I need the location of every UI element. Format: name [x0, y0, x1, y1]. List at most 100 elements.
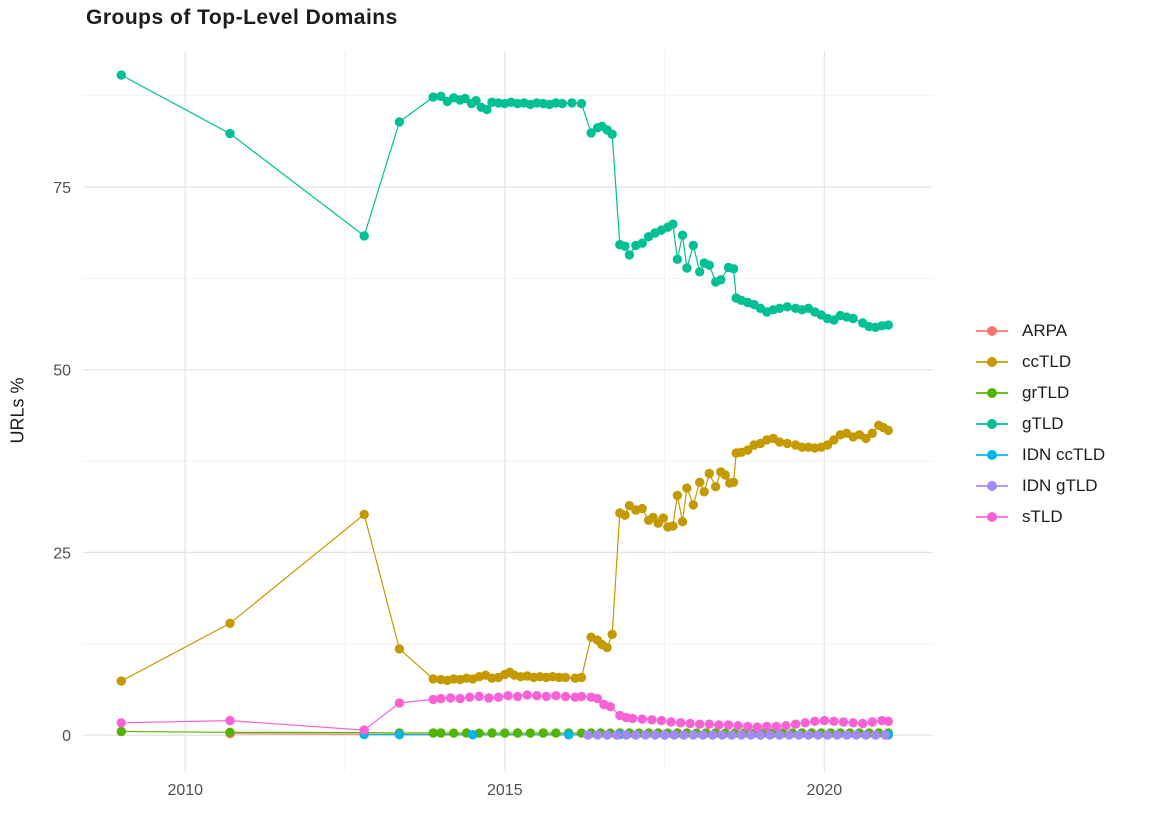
legend-marker-idn-gtld-icon [976, 479, 1008, 493]
data-point-idn-gtld [736, 730, 746, 740]
data-point-stld [883, 716, 893, 726]
data-point-stld [503, 691, 513, 701]
data-point-idn-gtld [822, 730, 833, 740]
x-tick-label-2010: 2010 [167, 782, 203, 799]
y-axis-title: URLs % [7, 377, 28, 444]
data-point-grtld [116, 726, 127, 737]
data-point-cctld [672, 490, 683, 501]
data-point-idn-gtld [602, 730, 612, 740]
data-point-idn-gtld [727, 730, 737, 740]
data-point-stld [743, 721, 753, 732]
data-point-stld [560, 691, 571, 702]
data-point-stld [445, 693, 456, 703]
data-point-gtld [620, 241, 630, 251]
data-point-cctld [774, 437, 785, 447]
legend-label: IDN gTLD [1022, 476, 1098, 495]
data-point-cctld [704, 468, 714, 479]
data-point-stld [695, 719, 705, 729]
data-point-cctld [394, 644, 405, 654]
data-point-cctld [602, 642, 612, 653]
data-point-gtld [482, 104, 492, 115]
data-point-idn-cctld [394, 730, 405, 740]
data-point-stld [465, 692, 475, 702]
data-point-stld [605, 702, 615, 712]
data-point-gtld [848, 313, 858, 324]
data-point-stld [867, 717, 877, 727]
legend-item-idn-cctld: IDN ccTLD [976, 444, 1105, 466]
data-point-grtld [436, 728, 446, 738]
data-point-gtld [567, 98, 577, 108]
data-point-cctld [560, 672, 571, 683]
data-point-stld [675, 718, 686, 728]
data-point-gtld [704, 260, 714, 270]
data-point-stld [493, 692, 504, 702]
data-point-stld [685, 718, 695, 729]
data-point-grtld [428, 728, 438, 738]
data-point-stld [762, 721, 772, 732]
data-point-gtld [557, 98, 567, 109]
series-points-stld [116, 690, 893, 735]
series-points-idn-gtld [583, 730, 890, 740]
legend-label: grTLD [1022, 383, 1070, 402]
data-point-gtld [394, 117, 405, 127]
data-point-stld [858, 718, 868, 729]
legend-marker-idn-cctld-icon [976, 448, 1008, 462]
data-point-gtld [586, 128, 596, 138]
legend-label: ccTLD [1022, 352, 1072, 371]
data-point-idn-cctld [468, 730, 478, 740]
data-point-stld [576, 691, 587, 702]
data-point-stld [359, 725, 369, 735]
data-point-cctld [637, 503, 647, 514]
data-point-cctld [720, 470, 730, 480]
data-point-idn-gtld [765, 730, 775, 740]
legend-marker-arpa-icon [976, 324, 1008, 338]
data-point-grtld [551, 728, 561, 738]
data-point-idn-gtld [688, 730, 698, 740]
data-point-grtld [500, 728, 510, 738]
data-point-stld [428, 694, 438, 705]
data-point-cctld [883, 425, 893, 436]
data-point-idn-gtld [611, 730, 622, 740]
data-point-stld [656, 715, 667, 726]
data-point-stld [225, 715, 235, 726]
data-point-stld [532, 691, 542, 701]
data-point-gtld [225, 128, 235, 139]
legend-marker-cctld-icon [976, 355, 1008, 369]
data-point-cctld [743, 445, 753, 455]
data-point-idn-gtld [870, 730, 881, 740]
legend-item-arpa: ARPA [976, 320, 1105, 342]
data-point-gtld [774, 303, 785, 313]
data-point-idn-gtld [650, 730, 660, 740]
legend-label: IDN ccTLD [1022, 445, 1106, 464]
data-point-stld [723, 720, 734, 730]
legend-item-gtld: gTLD [976, 413, 1105, 435]
legend-item-cctld: ccTLD [976, 351, 1105, 373]
data-point-gtld [672, 254, 683, 264]
data-point-grtld [225, 727, 235, 737]
data-point-gtld [624, 250, 635, 260]
data-point-idn-gtld [774, 730, 785, 740]
y-tick-label-0: 0 [62, 728, 71, 745]
data-point-stld [733, 721, 743, 731]
legend-marker-gtld-icon [976, 417, 1008, 431]
data-point-idn-gtld [592, 730, 603, 740]
data-point-stld [436, 693, 446, 704]
data-point-gtld [695, 267, 705, 277]
data-point-idn-gtld [842, 730, 852, 740]
data-point-stld [752, 722, 762, 732]
data-point-stld [116, 718, 127, 728]
data-point-gtld [116, 70, 127, 80]
y-tick-label-25: 25 [53, 545, 71, 562]
data-point-stld [800, 718, 810, 728]
data-point-idn-gtld [813, 730, 823, 740]
legend-item-stld: sTLD [976, 506, 1105, 528]
data-point-stld [848, 718, 858, 728]
data-point-idn-gtld [755, 730, 766, 740]
legend-marker-stld-icon [976, 510, 1008, 524]
data-point-stld [819, 715, 830, 726]
data-point-cctld [699, 487, 709, 497]
data-point-idn-gtld [803, 730, 814, 740]
legend-label: gTLD [1022, 414, 1064, 433]
data-point-stld [666, 717, 676, 727]
